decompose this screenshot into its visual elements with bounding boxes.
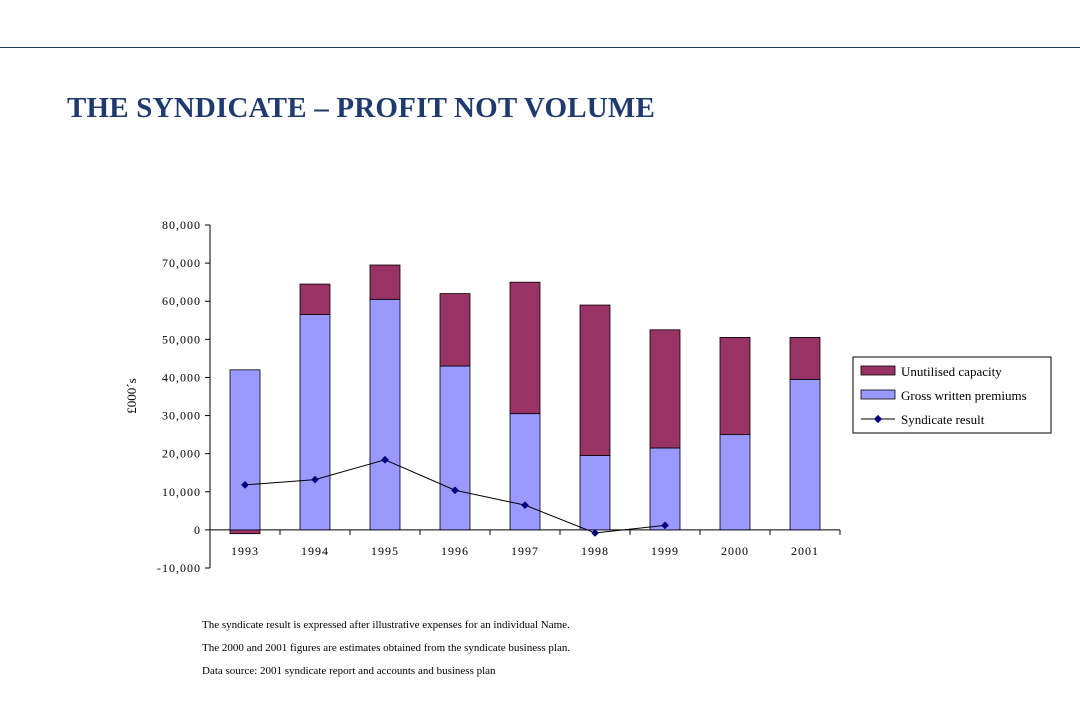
bar-unutilised-capacity [369,264,401,300]
x-tick-label: 1999 [651,544,679,558]
x-tick-label: 2000 [721,544,749,558]
bar-gross-written-premiums [299,314,331,531]
legend-label: Unutilised capacity [901,364,1002,379]
point-syndicate-result [661,521,669,530]
bar-gross-written-premiums [509,413,541,531]
y-tick-label: 10,000 [162,485,201,499]
page-title: THE SYNDICATE – PROFIT NOT VOLUME [67,92,656,124]
x-tick-label: 1993 [231,544,259,558]
x-tick-label: 1998 [581,544,609,558]
bar-unutilised-capacity [789,337,821,380]
x-tick-label: 1995 [371,544,399,558]
legend-marker [873,414,883,424]
bar-gross-written-premiums [579,455,611,531]
point-syndicate-result [311,475,319,484]
note-source: Data source: 2001 syndicate report and a… [202,665,496,677]
bar-unutilised-capacity [439,293,471,367]
bar-gross-written-premiums [229,369,261,531]
y-tick-label: -10,000 [157,561,201,575]
point-syndicate-result [381,455,389,464]
bar-gross-written-premiums [719,434,751,531]
x-tick-label: 1997 [511,544,539,558]
bar-unutilised-capacity [719,337,751,436]
x-tick-label: 1996 [441,544,469,558]
legend-swatch [860,389,896,400]
bar-gross-written-premiums [369,298,401,531]
y-tick-label: 70,000 [162,256,201,270]
y-tick-label: 20,000 [162,447,201,461]
top-divider [0,47,1080,48]
bar-gross-written-premiums [439,365,471,531]
x-tick-label: 2001 [791,544,819,558]
point-syndicate-result [241,480,249,489]
bar-unutilised-capacity [229,529,261,535]
bar-unutilised-capacity [299,283,331,315]
bar-gross-written-premiums [649,447,681,531]
legend-swatch [860,365,896,376]
y-tick-label: 60,000 [162,294,201,308]
x-tick-label: 1994 [301,544,329,558]
bar-unutilised-capacity [649,329,681,449]
legend-label: Gross written premiums [901,388,1027,403]
y-axis-label: £000´s [124,378,139,413]
bar-unutilised-capacity [509,281,541,415]
y-tick-label: 50,000 [162,332,201,346]
point-syndicate-result [591,528,599,537]
note-estimates: The 2000 and 2001 figures are estimates … [202,642,571,654]
legend-label: Syndicate result [901,412,985,427]
bar-gross-written-premiums [789,378,821,531]
notes: The syndicate result is expressed after … [202,614,570,683]
y-tick-label: 30,000 [162,409,201,423]
point-syndicate-result [521,501,529,510]
point-syndicate-result [451,486,459,495]
note-expenses: The syndicate result is expressed after … [202,619,570,631]
y-tick-label: 40,000 [162,370,201,384]
y-tick-label: 80,000 [162,218,201,232]
bar-unutilised-capacity [579,304,611,456]
y-tick-label: 0 [194,523,201,537]
